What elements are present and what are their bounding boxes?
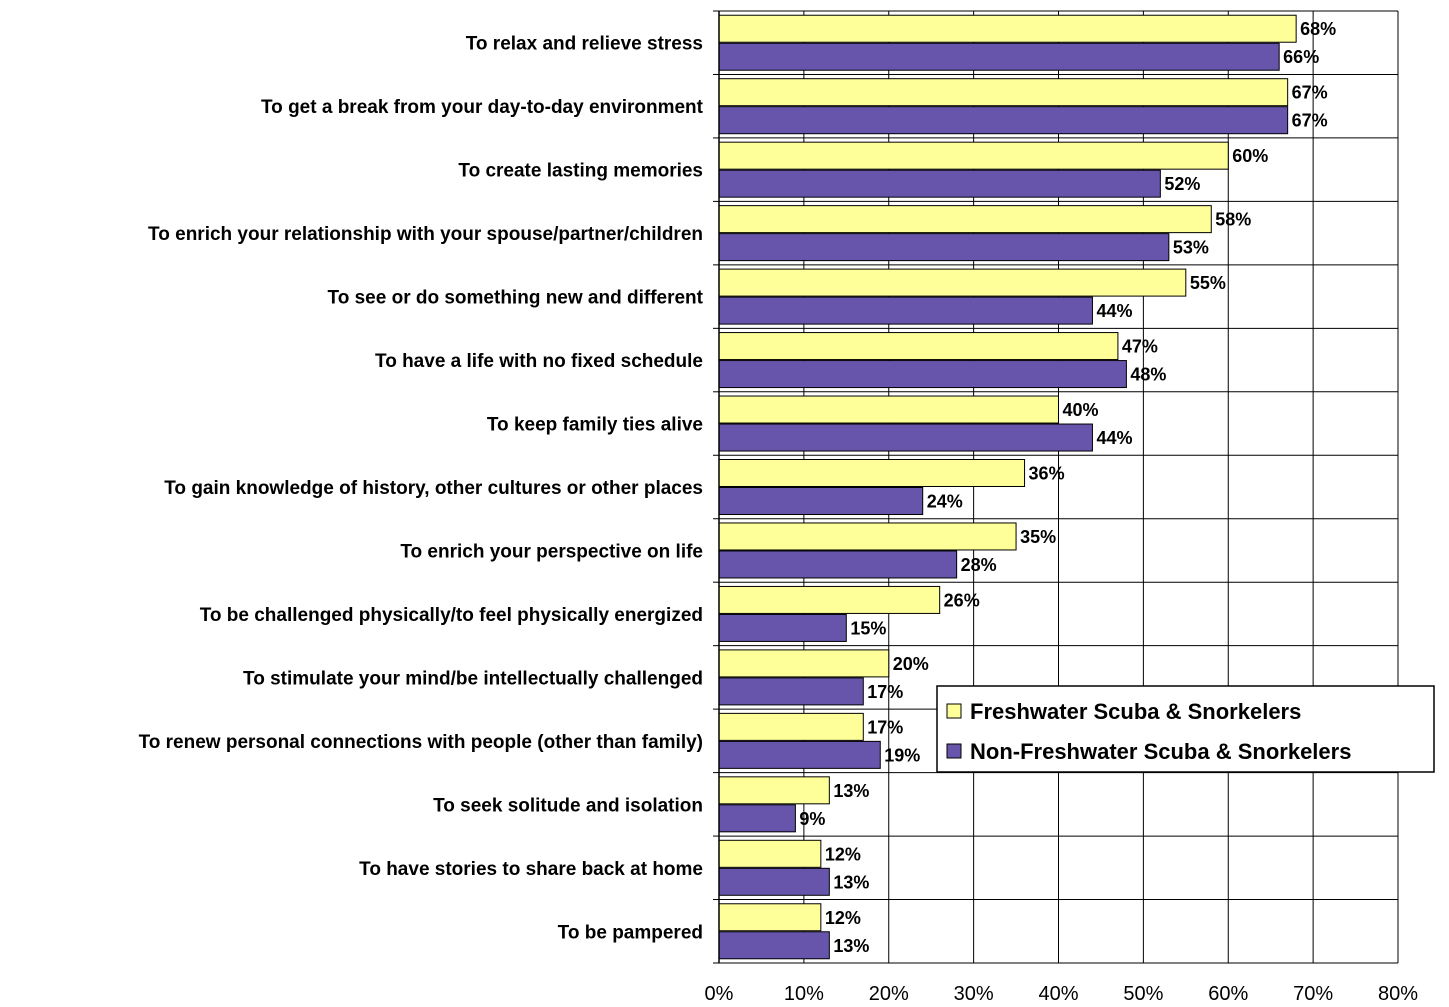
data-label: 68% bbox=[1300, 19, 1336, 39]
bar-freshwater bbox=[718, 459, 1026, 487]
bar-freshwater bbox=[718, 141, 1229, 170]
data-label: 17% bbox=[867, 717, 903, 737]
bar-freshwater bbox=[718, 395, 1059, 424]
bar-non-freshwater bbox=[718, 169, 1161, 198]
legend-box bbox=[936, 685, 1435, 773]
data-label: 44% bbox=[1096, 428, 1132, 448]
data-label: 35% bbox=[1020, 527, 1056, 547]
category-label: To relax and relieve stress bbox=[466, 34, 703, 55]
legend-label: Freshwater Scuba & Snorkelers bbox=[970, 699, 1301, 724]
data-label: 36% bbox=[1029, 464, 1065, 484]
bar-non-freshwater bbox=[718, 42, 1280, 71]
data-label: 24% bbox=[927, 492, 963, 512]
data-label: 67% bbox=[1292, 111, 1328, 131]
category-label: To enrich your relationship with your sp… bbox=[148, 224, 703, 245]
data-label: 19% bbox=[884, 745, 920, 765]
bar-non-freshwater bbox=[718, 360, 1127, 389]
bar-freshwater bbox=[718, 78, 1289, 107]
category-label: To stimulate your mind/be intellectually… bbox=[243, 668, 703, 689]
data-label: 9% bbox=[799, 809, 825, 829]
legend: Freshwater Scuba & Snorkelers Non-Freshwa… bbox=[936, 685, 1435, 773]
x-tick-label: 60% bbox=[1208, 983, 1248, 1005]
category-label: To renew personal connections with peopl… bbox=[139, 732, 703, 753]
data-label: 52% bbox=[1164, 174, 1200, 194]
x-tick-label: 50% bbox=[1123, 983, 1163, 1005]
category-label: To gain knowledge of history, other cult… bbox=[164, 478, 703, 499]
bar-freshwater bbox=[718, 776, 830, 805]
legend-swatch bbox=[946, 743, 962, 759]
data-label: 67% bbox=[1292, 83, 1328, 103]
legend-swatch bbox=[946, 703, 962, 719]
data-label: 13% bbox=[833, 781, 869, 801]
x-tick-label: 40% bbox=[1038, 983, 1078, 1005]
category-label: To be challenged physically/to feel phys… bbox=[200, 605, 703, 626]
value-labels: 68% 66% 67% 67% 60% 52% 58% 53% 55% 44% 47% 48% 40% 4… bbox=[799, 19, 1336, 956]
category-label: To have stories to share back at home bbox=[359, 859, 703, 880]
bar-freshwater bbox=[718, 268, 1187, 297]
data-label: 26% bbox=[944, 590, 980, 610]
bar-freshwater bbox=[718, 712, 864, 741]
bar-non-freshwater bbox=[718, 550, 958, 579]
category-labels: To relax and relieve stress To get a brea… bbox=[139, 34, 704, 944]
x-tick-label: 70% bbox=[1293, 983, 1333, 1005]
data-label: 13% bbox=[833, 872, 869, 892]
data-label: 53% bbox=[1173, 238, 1209, 258]
bar-freshwater bbox=[718, 522, 1017, 551]
category-label: To create lasting memories bbox=[458, 161, 703, 182]
bar-non-freshwater bbox=[718, 423, 1093, 452]
category-label: To be pampered bbox=[558, 922, 703, 943]
x-tick-label: 30% bbox=[954, 983, 994, 1005]
bar-freshwater bbox=[718, 903, 822, 932]
bar-non-freshwater bbox=[718, 106, 1289, 135]
data-label: 15% bbox=[850, 618, 886, 638]
bar-non-freshwater bbox=[718, 487, 924, 515]
bar-freshwater bbox=[718, 14, 1297, 43]
data-label: 47% bbox=[1122, 337, 1158, 357]
data-label: 40% bbox=[1063, 400, 1099, 420]
category-label: To get a break from your day-to-day envi… bbox=[261, 97, 704, 118]
data-label: 28% bbox=[961, 555, 997, 575]
bar-freshwater bbox=[718, 649, 890, 678]
data-label: 13% bbox=[833, 936, 869, 956]
data-label: 48% bbox=[1130, 365, 1166, 385]
y-axis bbox=[713, 10, 720, 964]
x-tick-label: 10% bbox=[784, 983, 824, 1005]
bar-non-freshwater bbox=[718, 931, 830, 960]
category-label: To enrich your perspective on life bbox=[400, 541, 703, 562]
data-label: 20% bbox=[893, 654, 929, 674]
bar-non-freshwater bbox=[718, 804, 796, 833]
bar-non-freshwater bbox=[718, 296, 1093, 325]
bar-freshwater bbox=[718, 585, 941, 614]
data-label: 17% bbox=[867, 682, 903, 702]
bar-freshwater bbox=[718, 839, 822, 868]
category-label: To have a life with no fixed schedule bbox=[375, 351, 703, 372]
x-tick-label: 0% bbox=[705, 983, 734, 1005]
bar-non-freshwater bbox=[718, 740, 881, 769]
data-label: 44% bbox=[1096, 301, 1132, 321]
x-tick-label: 20% bbox=[869, 983, 909, 1005]
bar-freshwater bbox=[718, 205, 1212, 234]
bar-freshwater bbox=[718, 332, 1119, 361]
data-label: 12% bbox=[825, 908, 861, 928]
x-axis-tick-labels: 0% 10% 20% 30% 40% 50% 60% 70% 80% bbox=[705, 983, 1419, 1005]
category-label: To see or do something new and different bbox=[328, 288, 704, 309]
bars bbox=[718, 14, 1297, 960]
category-label: To keep family ties alive bbox=[487, 415, 703, 436]
category-label: To seek solitude and isolation bbox=[433, 795, 703, 816]
x-tick-label: 80% bbox=[1378, 983, 1418, 1005]
bar-non-freshwater bbox=[718, 867, 830, 896]
bar-non-freshwater bbox=[718, 613, 847, 642]
data-label: 12% bbox=[825, 844, 861, 864]
legend-label: Non-Freshwater Scuba & Snorkelers bbox=[970, 739, 1351, 764]
bar-non-freshwater bbox=[718, 677, 864, 706]
data-label: 66% bbox=[1283, 47, 1319, 67]
bar-non-freshwater bbox=[718, 233, 1170, 262]
data-label: 58% bbox=[1215, 210, 1251, 230]
data-label: 60% bbox=[1232, 146, 1268, 166]
data-label: 55% bbox=[1190, 273, 1226, 293]
